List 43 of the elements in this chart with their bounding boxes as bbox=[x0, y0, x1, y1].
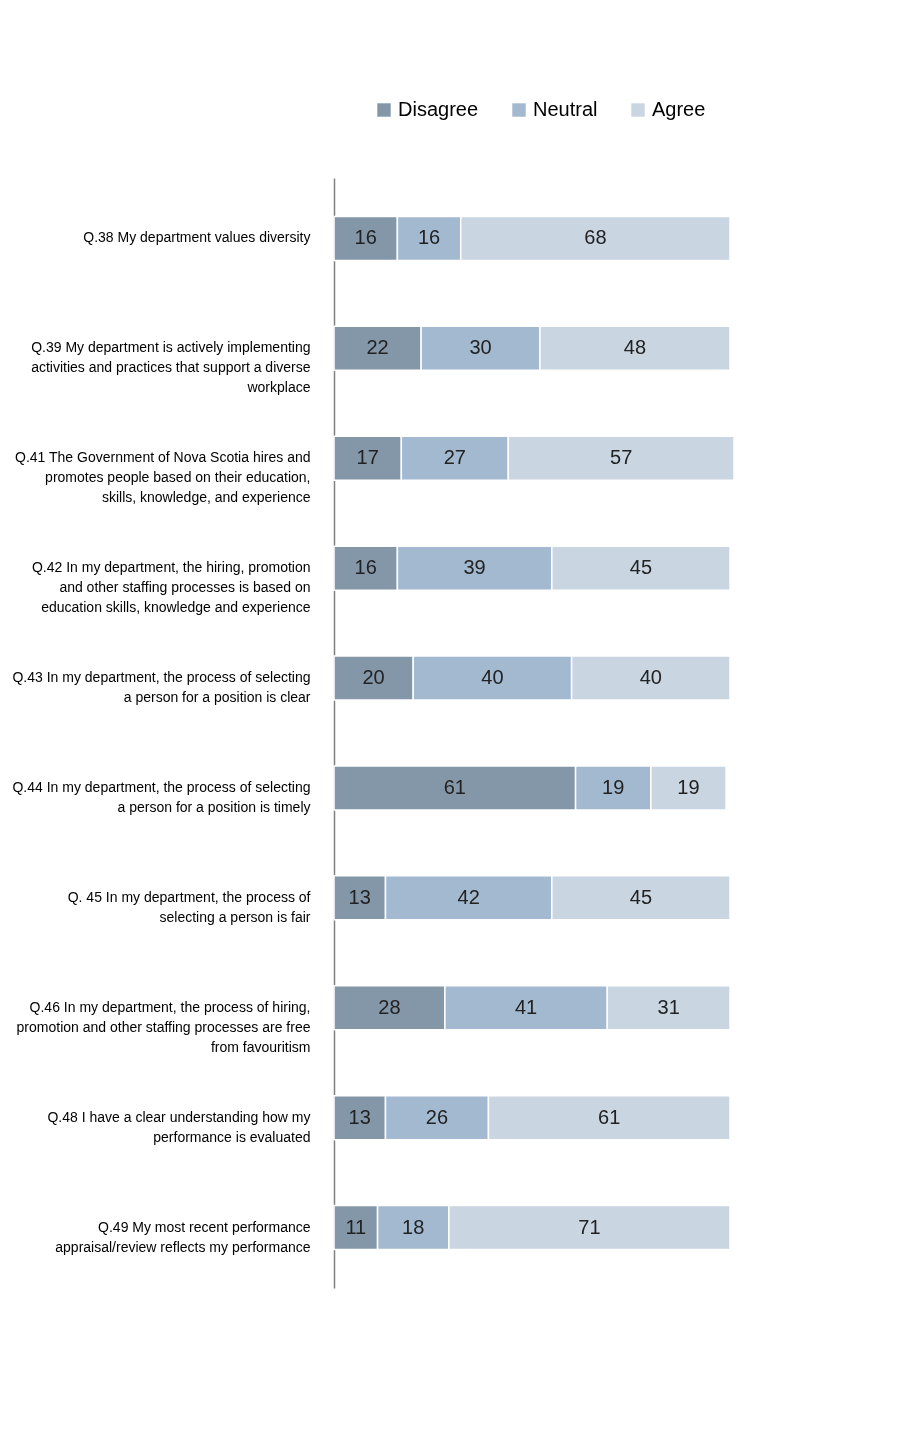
data-label: 28 bbox=[378, 995, 401, 1018]
data-label: 41 bbox=[514, 995, 538, 1018]
data-label: 13 bbox=[348, 885, 371, 908]
y-tick-label: Q.46 In my department, the process of hiring, promotion and other staffing processes are free from favouritism bbox=[16, 998, 311, 1055]
data-label: 27 bbox=[443, 446, 466, 469]
data-label: 16 bbox=[417, 226, 441, 249]
data-label: 40 bbox=[639, 666, 662, 689]
data-label: 57 bbox=[610, 446, 633, 469]
data-label: 11 bbox=[345, 1215, 367, 1238]
y-tick-label: Q.41 The Government of Nova Scotia hires and promotes people based on their education, skills, knowledge, and experience bbox=[15, 449, 311, 506]
y-tick-label: Q.42 In my department, the hiring, promotion and other staffing processes is based on education skills, knowledge and experience bbox=[31, 559, 311, 616]
y-tick-label: Q.43 In my department, the process of selecting a person for a position is clear bbox=[12, 669, 311, 706]
legend-label: Disagree bbox=[398, 98, 479, 120]
data-label: 16 bbox=[354, 556, 377, 579]
data-label: 19 bbox=[677, 775, 700, 798]
data-label: 13 bbox=[348, 1105, 371, 1128]
data-label: 19 bbox=[602, 775, 625, 798]
data-label: 20 bbox=[362, 666, 385, 689]
data-label: 30 bbox=[469, 336, 492, 359]
data-label: 61 bbox=[443, 775, 466, 798]
data-label: 40 bbox=[481, 666, 504, 689]
y-tick-label: Q. 45 In my department, the process of selecting a person is fair bbox=[67, 888, 311, 925]
data-label: 26 bbox=[425, 1105, 449, 1128]
y-tick-label: Q.38 My department values diversity bbox=[83, 229, 311, 246]
data-label: 68 bbox=[584, 226, 607, 249]
data-label: 45 bbox=[629, 885, 653, 908]
y-tick-label: Q.49 My most recent performance appraisal/review reflects my performance bbox=[55, 1218, 311, 1255]
legend-label: Agree bbox=[652, 98, 706, 120]
data-label: 17 bbox=[356, 446, 379, 469]
legend-label: Neutral bbox=[533, 98, 598, 120]
data-label: 42 bbox=[457, 885, 480, 908]
y-tick-label: Q.44 In my department, the process of selecting a person for a position is timely bbox=[12, 778, 311, 815]
data-label: 45 bbox=[629, 556, 653, 579]
data-label: 71 bbox=[578, 1215, 601, 1238]
data-label: 61 bbox=[598, 1105, 621, 1128]
data-label: 16 bbox=[354, 226, 377, 249]
data-label: 18 bbox=[402, 1215, 425, 1238]
data-label: 39 bbox=[463, 556, 486, 579]
data-label: 48 bbox=[623, 336, 647, 359]
y-tick-label: Q.39 My department is actively implementing activities and practices that support a diverse workplace bbox=[31, 339, 311, 396]
y-tick-label: Q.48 I have a clear understanding how my performance is evaluated bbox=[47, 1108, 311, 1145]
data-label: 31 bbox=[657, 995, 680, 1018]
data-label: 22 bbox=[366, 336, 389, 359]
